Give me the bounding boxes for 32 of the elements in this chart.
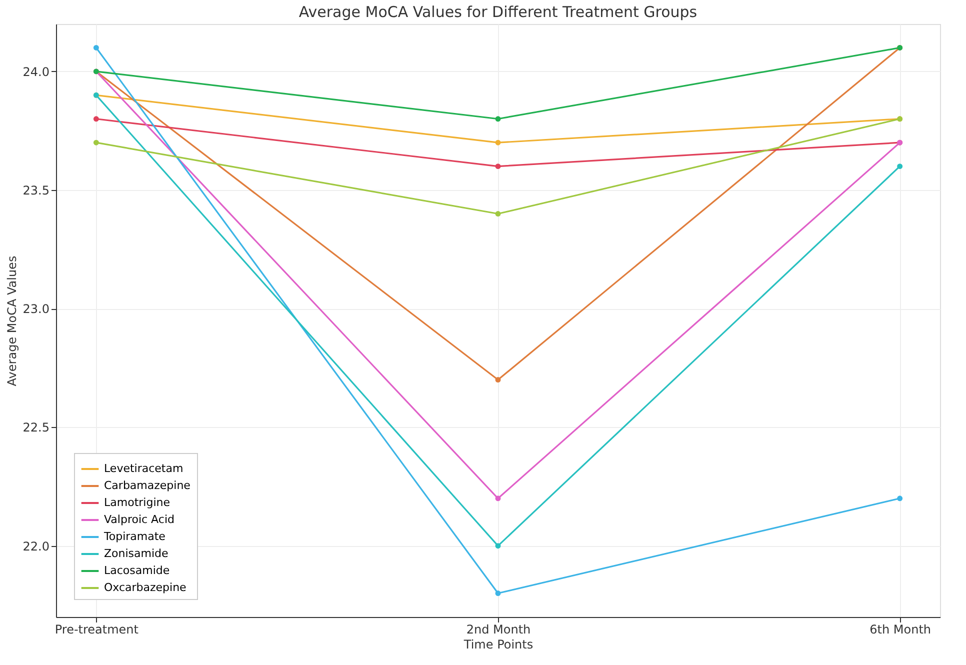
x-tick-label: 6th Month — [870, 622, 932, 636]
legend-label: Lacosamide — [104, 564, 170, 577]
y-tick-label: 24.0 — [22, 64, 50, 79]
legend-label: Zonisamide — [104, 547, 169, 560]
legend-label: Carbamazepine — [104, 479, 191, 492]
x-tick-label: 2nd Month — [466, 622, 531, 636]
point — [93, 116, 99, 122]
point — [495, 590, 501, 596]
point — [897, 496, 903, 502]
y-tick-label: 23.5 — [22, 184, 50, 198]
point — [495, 116, 501, 122]
x-tick-label: Pre-treatment — [54, 622, 139, 636]
legend-label: Lamotrigine — [104, 496, 170, 509]
y-tick-label: 23.0 — [22, 302, 50, 316]
point — [93, 44, 99, 50]
legend-label: Topiramate — [103, 530, 166, 543]
point — [495, 140, 501, 146]
x-axis-title: Time Points — [462, 638, 534, 652]
y-axis-title: Average MoCA Values — [4, 256, 19, 386]
point — [93, 140, 99, 146]
point — [495, 496, 501, 502]
point — [495, 377, 501, 383]
y-tick-label: 22.0 — [22, 539, 50, 554]
chart-title: Average MoCA Values for Different Treatment Groups — [298, 3, 698, 21]
point — [495, 543, 501, 549]
legend-label: Oxcarbazepine — [104, 581, 187, 594]
legend-label: Levetiracetam — [104, 462, 184, 475]
point — [495, 211, 501, 216]
point — [495, 164, 501, 170]
y-tick-label: 22.5 — [22, 420, 50, 435]
point — [897, 164, 903, 170]
legend-label: Valproic Acid — [104, 513, 174, 526]
